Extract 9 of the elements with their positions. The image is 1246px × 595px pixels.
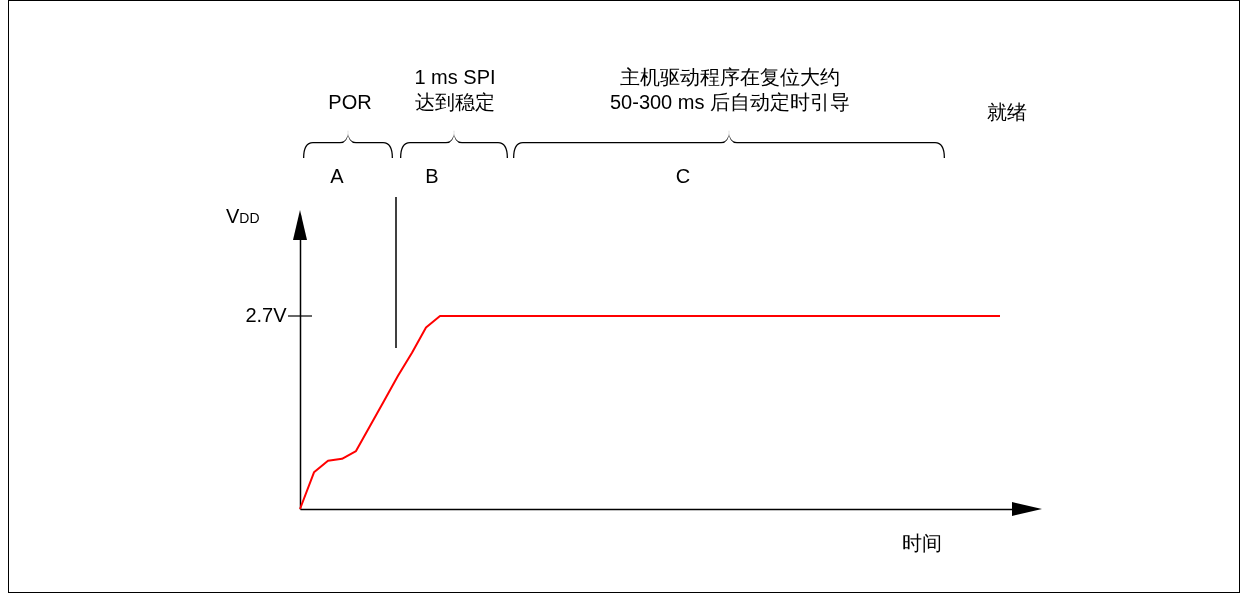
text: POR — [328, 91, 372, 113]
text: 就绪 — [987, 101, 1027, 123]
x-axis-title: 时间 — [902, 532, 942, 554]
text: B — [425, 165, 439, 187]
text: A — [330, 165, 345, 187]
text: C — [675, 165, 691, 187]
text: 2.7V — [245, 304, 288, 326]
text: 1 ms SPI 达到稳定 — [414, 66, 496, 113]
text: 主机驱动程序在复位大约 50-300 ms 后自动定时引导 — [609, 66, 851, 113]
